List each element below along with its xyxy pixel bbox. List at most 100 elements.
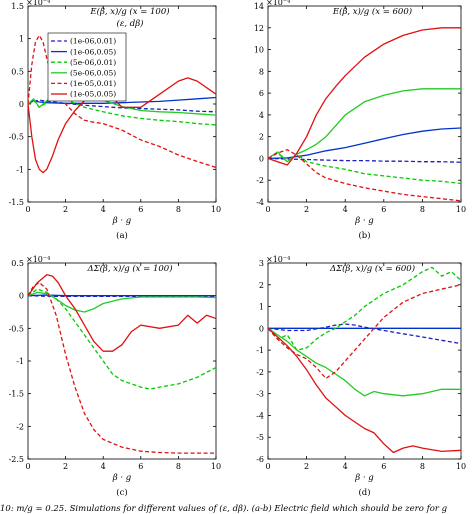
legend-label-4: (5e-06,0.05) [70,69,116,78]
x-tick-label: 4 [101,205,106,214]
y-tick-label: -3 [256,390,264,399]
y-tick-label: -1 [16,357,24,366]
y-tick-label: 1 [19,35,24,44]
y-tick-label: 0 [19,100,24,109]
series-line-6 [28,274,216,352]
y-tick-label: 2 [259,281,264,290]
x-tick-label: 0 [265,205,270,214]
y-tick-label: 12 [254,24,264,33]
x-tick-label: 0 [25,205,30,214]
series-line-5 [28,34,216,169]
x-tick-label: 8 [176,205,181,214]
legend-label-3: (5e-06,0.01) [70,58,116,67]
series-line-2 [28,96,216,105]
axis-exponent: ×10⁻⁴ [266,255,290,264]
y-tick-label: 1.5 [11,2,24,11]
x-tick-label: 6 [381,205,386,214]
x-tick-label: 2 [63,205,68,214]
x-axis-label: β · g [112,473,132,483]
series-line-6 [268,327,461,454]
y-tick-label: 0.5 [11,259,24,268]
axes-box [267,5,462,203]
y-tick-label: 3 [259,259,264,268]
x-tick-label: 2 [304,462,309,471]
y-tick-label: 0 [259,154,264,163]
y-tick-label: 10 [254,46,264,55]
y-tick-label: -6 [256,455,264,464]
y-tick-label: 1 [259,303,264,312]
axis-exponent: ×10⁻⁴ [266,0,290,7]
y-tick-label: 4 [259,111,264,120]
x-tick-label: 4 [343,462,348,471]
y-tick-label: 0 [19,292,24,301]
y-tick-label: -5 [256,433,264,442]
y-tick-label: -1.5 [9,198,24,207]
axis-exponent: ×10⁻⁴ [26,0,50,7]
x-tick-label: 10 [211,462,221,471]
x-tick-label: 0 [25,462,30,471]
y-tick-label: 2 [259,133,264,142]
axes-box [27,262,217,460]
x-tick-label: 8 [176,462,181,471]
panel-label: (b) [358,230,370,241]
series-line-3 [268,152,461,185]
x-axis-label: β · g [112,216,132,226]
legend-box [47,32,127,102]
chart-title: ΔΣ(β, x)/g (x = 600) [329,263,415,274]
x-tick-label: 6 [381,462,386,471]
chart-panel-4: 0 2 4 6 8 10 -6 -5 -4 -3 -2 -1 0 1 2 3 ×10⁻⁴ ΔΣ(β, x)/g (… [256,255,466,498]
y-tick-label: -4 [256,411,264,420]
series-line-1 [268,323,461,345]
x-tick-label: 8 [420,205,425,214]
series-line-4 [268,88,461,163]
x-tick-label: 10 [211,205,221,214]
y-tick-label: -2.5 [9,455,24,464]
x-tick-label: 6 [138,462,143,471]
y-tick-label: -1 [16,165,24,174]
series-line-2 [28,294,216,297]
x-tick-label: 6 [138,205,143,214]
x-axis-label: β · g [354,216,374,226]
series-line-3 [28,95,216,126]
x-tick-label: 0 [265,462,270,471]
x-tick-label: 2 [63,462,68,471]
series-line-3 [28,288,216,390]
series-line-6 [268,27,461,166]
figure-caption: 10: m/g = 0.25. Simulations for differen… [0,503,448,514]
legend-label-5: (1e-05,0.01) [70,79,116,88]
chart-panel-3: 0 2 4 6 8 10 -2.5 -2 -1.5 -1 -0.5 0 0.5 ×10⁻⁴ ΔΣ(β, x)… [9,255,222,498]
y-tick-label: 6 [259,89,264,98]
y-tick-label: 0 [259,324,264,333]
series-group [28,274,216,454]
y-tick-label: -2 [16,422,24,431]
chart-panel-1: 0 2 4 6 8 10 -1.5 -1 -0.5 0 0.5 1 1.5 ×10⁻⁴ E(β, x)/g … [9,0,222,241]
panel-label: (d) [358,487,370,498]
y-tick-label: -4 [256,198,264,207]
y-tick-label: -1 [256,346,264,355]
series-line-5 [28,281,216,454]
y-tick-label: -2 [256,176,264,185]
x-axis-label: β · g [354,473,374,483]
series-group [268,27,461,202]
x-tick-label: 4 [101,462,106,471]
series-line-5 [268,284,461,380]
y-tick-label: -1.5 [9,390,24,399]
series-line-4 [28,291,216,313]
axis-exponent: ×10⁻⁴ [26,255,50,264]
y-tick-label: 0.5 [11,67,24,76]
chart-title: E(β, x)/g (x = 600) [332,6,412,17]
legend-label-1: (1e-06,0.01) [70,37,116,46]
series-line-5 [268,149,461,202]
series-line-1 [268,157,461,163]
series-line-4 [268,327,461,397]
x-tick-label: 2 [304,205,309,214]
legend: (1e-06,0.01)(1e-06,0.05) (5e-06,0.01) (5e-… [47,32,127,102]
chart-title: E(β, x)/g (x = 100) [89,6,169,17]
x-tick-label: 8 [420,462,425,471]
y-tick-label: -0.5 [9,324,24,333]
legend-label-6: (1e-05,0.05) [70,90,116,99]
y-tick-label: 8 [259,67,264,76]
legend-label-2: (1e-06,0.05) [70,47,116,56]
series-line-3 [268,266,461,351]
